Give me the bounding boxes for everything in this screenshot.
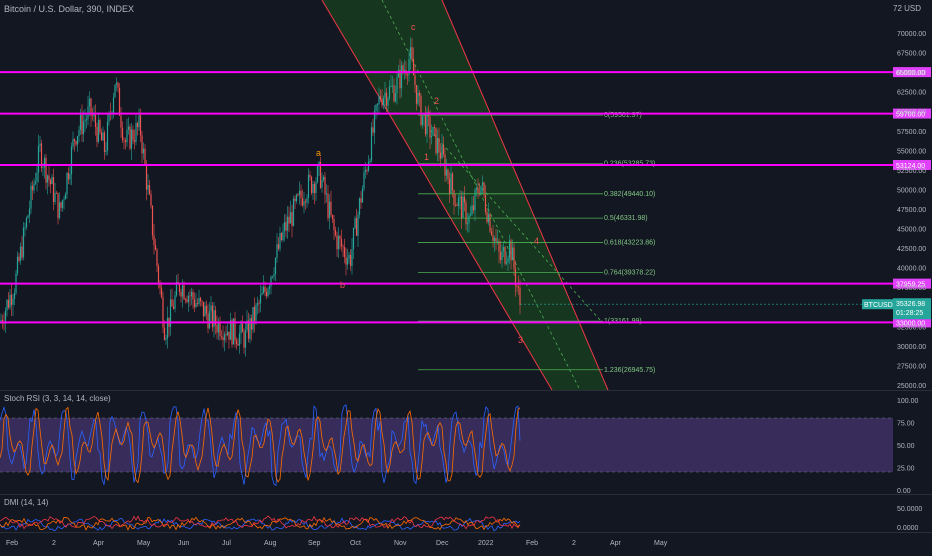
symbol-tag [862, 299, 893, 310]
price-tag-box [893, 298, 931, 320]
wave-label-3: 3 [518, 335, 523, 345]
wave-label-a: a [316, 148, 321, 158]
time-axis-label: Jul [222, 540, 231, 547]
price-tick-label: 47500.00 [897, 207, 926, 214]
projection-dashed-line [429, 129, 601, 321]
price-chart-pane[interactable]: 0(59501.97)0.236(53285.73)0.382(49440.10… [0, 0, 932, 391]
fib-level-label: 0.618(43223.86) [604, 239, 655, 246]
dmi-title: DMI (14, 14) [4, 498, 49, 507]
rsi-tick-label: 100.00 [897, 398, 919, 405]
wave-label-4: 4 [534, 236, 539, 246]
chart-title: Bitcoin / U.S. Dollar, 390, INDEX [4, 4, 135, 14]
level-price-label: 53124.00 [896, 163, 925, 170]
rsi-tick-label: 50.00 [897, 443, 915, 450]
horizontal-levels[interactable]: 65000.00 59700.00 53124.00 37959.25 33000.00 [0, 67, 931, 328]
wave-label-c: c [411, 22, 416, 32]
fib-level-label: 0(59501.97) [604, 112, 642, 119]
level-price-label: 59700.00 [896, 112, 925, 119]
time-axis-label: Feb [526, 540, 538, 547]
candlestick-series [0, 37, 521, 357]
level-price-tag [893, 108, 931, 119]
rsi-tick-label: 0.00 [897, 488, 911, 495]
dmi-adx-line [0, 515, 521, 530]
time-axis-label: Oct [350, 540, 361, 547]
time-axis-label: Dec [436, 540, 449, 547]
price-tick-label: 25000.00 [897, 383, 926, 390]
time-axis-label: Apr [93, 540, 105, 547]
price-tick-label: 55000.00 [897, 148, 926, 155]
price-tick-label: 30000.00 [897, 344, 926, 351]
price-axis[interactable]: 70000.00 67500.00 65000.00 62500.00 60000.00… [897, 31, 926, 390]
stoch-rsi-pane[interactable]: 100.00 75.00 50.00 25.00 0.00 Stoch RSI (3, … [0, 390, 932, 495]
time-axis-label: 2 [52, 540, 56, 547]
price-tick-label: 27500.00 [897, 363, 926, 370]
time-axis-label: Feb [6, 540, 18, 547]
current-price-label: 35326.98 [896, 301, 925, 308]
elliott-wave-labels: c a b 1 2 3 4 [316, 22, 539, 345]
channel-upper-border [321, 0, 553, 391]
stoch-rsi-canvas[interactable]: 100.00 75.00 50.00 25.00 0.00 [0, 391, 932, 495]
time-axis-label: Aug [264, 540, 277, 547]
stoch-d-line [0, 406, 521, 484]
price-tick-label: 70000.00 [897, 31, 926, 38]
rsi-tick-label: 25.00 [897, 466, 915, 473]
time-axis-label: Apr [610, 540, 622, 547]
dmi-tick-label: 50.0000 [897, 506, 922, 513]
level-price-label: 33000.00 [896, 320, 925, 327]
level-price-tag [893, 67, 931, 78]
time-axis-label: Sep [308, 540, 321, 547]
price-tick-label: 45000.00 [897, 227, 926, 234]
time-axis-label: May [654, 540, 668, 547]
price-tick-label: 52500.00 [897, 168, 926, 175]
price-chart-canvas[interactable]: 0(59501.97)0.236(53285.73)0.382(49440.10… [0, 0, 932, 391]
price-tick-label: 57500.00 [897, 129, 926, 136]
fib-level-label: 0.764(39378.22) [604, 270, 655, 277]
level-price-tag [893, 160, 931, 171]
descending-channel[interactable] [322, 0, 608, 390]
time-axis-label: 2 [572, 540, 576, 547]
dmi-tick-label: 0.0000 [897, 525, 919, 532]
wave-label-b: b [340, 280, 345, 290]
price-axis-top-label: 72 [893, 4, 902, 13]
fib-level-label: 0.5(46331.98) [604, 215, 648, 222]
currency-label[interactable]: USD [904, 4, 922, 13]
bar-countdown-label: 01:28:25 [896, 310, 923, 317]
channel-lower-border [441, 0, 609, 391]
price-tick-label: 37500.00 [897, 285, 926, 292]
fib-level-label: 1.236(26945.75) [604, 367, 655, 374]
fib-level-label: 0.382(49440.10) [604, 191, 655, 198]
dmi-canvas[interactable]: 50.0000 0.0000 [0, 495, 932, 533]
time-axis[interactable]: Feb 2 Apr May Jun Jul Aug Sep Oct Nov Dec 2022 Feb 2 A… [0, 532, 932, 551]
time-axis-label: 2022 [478, 540, 494, 547]
level-price-label: 65000.00 [896, 70, 925, 77]
price-tick-label: 40000.00 [897, 266, 926, 273]
level-price-label: 37959.25 [896, 282, 925, 289]
time-axis-label: Jun [178, 540, 189, 547]
wave-label-1: 1 [424, 152, 429, 162]
price-tick-label: 42500.00 [897, 246, 926, 253]
dmi-pane[interactable]: 50.0000 0.0000 DMI (14, 14) [0, 494, 932, 533]
price-tick-label: 60000.00 [897, 109, 926, 116]
price-tick-label: 67500.00 [897, 51, 926, 58]
dmi-minus-line [0, 516, 521, 531]
symbol-label: BTCUSD [864, 302, 893, 309]
stoch-rsi-title: Stoch RSI (3, 3, 14, 14, close) [4, 394, 111, 403]
time-axis-label: Nov [394, 540, 407, 547]
time-axis-label: May [137, 540, 151, 547]
price-tick-label: 50000.00 [897, 187, 926, 194]
level-price-tag [893, 278, 931, 289]
price-tick-label: 65000.00 [897, 70, 926, 77]
level-price-tag [893, 317, 931, 328]
current-price-tag: BTCUSD 35326.98 01:28:25 [520, 298, 931, 320]
price-tick-label: 62500.00 [897, 90, 926, 97]
wave-label-2: 2 [434, 96, 439, 106]
rsi-tick-label: 75.00 [897, 421, 915, 428]
price-tick-label: 32500.00 [897, 324, 926, 331]
